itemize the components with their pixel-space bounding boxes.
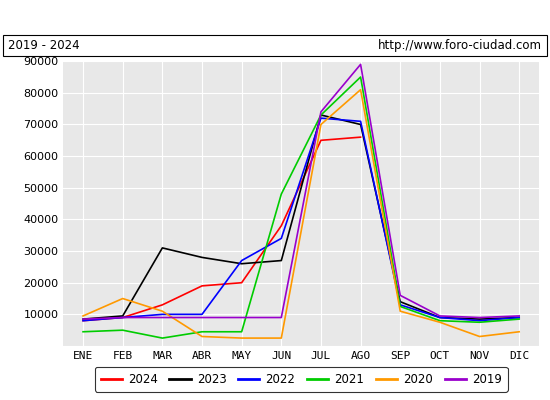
Legend: 2024, 2023, 2022, 2021, 2020, 2019: 2024, 2023, 2022, 2021, 2020, 2019: [95, 367, 508, 392]
Text: http://www.foro-ciudad.com: http://www.foro-ciudad.com: [378, 39, 542, 52]
Text: 2019 - 2024: 2019 - 2024: [8, 39, 80, 52]
Text: Evolucion Nº Turistas Nacionales en el municipio de Lepe: Evolucion Nº Turistas Nacionales en el m…: [66, 10, 484, 24]
